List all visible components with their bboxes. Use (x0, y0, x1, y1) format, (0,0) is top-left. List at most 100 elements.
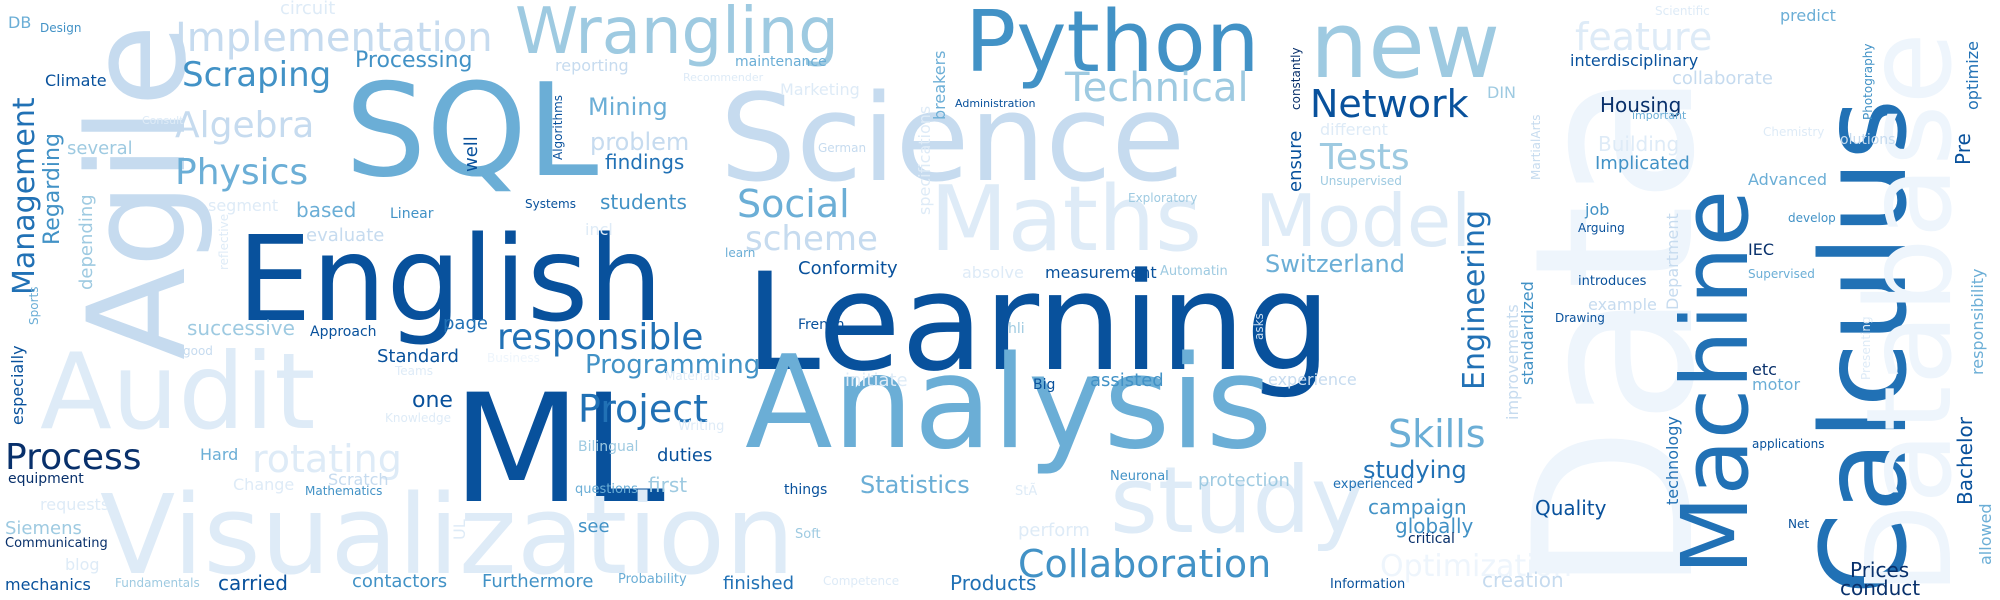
word: Mining (588, 93, 668, 121)
word: Exploratory (1128, 191, 1198, 205)
word: optimize (1963, 41, 1982, 110)
word: DB (8, 13, 32, 32)
word: Processing (355, 48, 473, 73)
word: Writing (678, 419, 725, 434)
word: UL (450, 519, 469, 540)
word: Switzerland (1265, 250, 1405, 278)
word: Management (7, 97, 42, 295)
word: Siemens (5, 518, 82, 539)
word: study (1110, 447, 1366, 554)
word: interdisciplinary (1570, 51, 1699, 70)
word: first (648, 473, 688, 497)
word: Social (737, 182, 850, 226)
word: Skills (1388, 412, 1486, 456)
word: studying (1363, 456, 1467, 484)
word: protection (1198, 470, 1290, 491)
word: Teams (395, 364, 433, 378)
word: Big (1033, 377, 1056, 393)
word: things (784, 482, 828, 498)
word: hli (1008, 321, 1025, 337)
word: motor (1752, 375, 1801, 394)
word: Algorithms (551, 94, 565, 160)
word: Housing (1600, 93, 1682, 117)
word: allowed (1976, 503, 1995, 565)
word: Analysis (745, 329, 1273, 478)
word: page (443, 313, 488, 334)
word: Marketing (780, 80, 860, 99)
word: Information (1330, 577, 1406, 592)
word: measurement (1045, 263, 1157, 282)
word: Competence (823, 574, 900, 588)
word: IEC (1748, 240, 1774, 259)
word: Engineering (1457, 210, 1492, 390)
word: Knowledge (385, 411, 451, 425)
word: Algebra (175, 105, 315, 146)
word: critical (1408, 531, 1455, 547)
word: rotating (252, 437, 402, 481)
word: ML (452, 363, 665, 537)
word: feature (1575, 15, 1713, 59)
word: MartialArts (1529, 114, 1543, 180)
word: introduces (1578, 274, 1647, 289)
word: contactors (352, 571, 448, 592)
word: different (1320, 120, 1388, 139)
word: Quality (1535, 496, 1607, 520)
word: reflective (217, 213, 231, 270)
word: important (1632, 109, 1687, 122)
word: Regarding (40, 133, 65, 245)
word: based (296, 198, 357, 222)
word: Supervised (1748, 267, 1815, 281)
word: absolve (962, 263, 1024, 282)
word: Programming (585, 350, 761, 380)
word: applications (1752, 437, 1825, 451)
word: experience (1268, 370, 1357, 389)
word: Standard (377, 346, 459, 367)
word: Optimization (1380, 549, 1572, 584)
word: responsibility (1968, 268, 1987, 375)
word: German (818, 141, 867, 155)
word: Soft (795, 527, 821, 542)
word: Hard (200, 445, 239, 464)
word: Mathematics (305, 484, 383, 498)
word: good (183, 344, 213, 358)
word: Advanced (1748, 170, 1828, 189)
word: SQL (345, 57, 599, 206)
word: Systems (525, 197, 576, 211)
word: collaborate (1672, 68, 1773, 89)
word: Approach (310, 324, 377, 340)
word: Wrangling (515, 0, 839, 69)
word: conduct (1840, 576, 1921, 600)
word: etc (1752, 360, 1777, 379)
word: initiate (845, 370, 908, 391)
word: Scientific (1655, 4, 1710, 18)
word: Physics (175, 152, 309, 193)
word: Photography (1861, 43, 1875, 120)
word: Technical (1065, 65, 1249, 111)
word: Neuronal (1110, 469, 1169, 484)
word: job (1585, 200, 1610, 219)
word: Administration (955, 97, 1036, 110)
word: see (578, 516, 610, 537)
word: campaign (1368, 495, 1467, 519)
word: new (1310, 0, 1501, 99)
word: Audit (40, 331, 316, 453)
word: technology (1663, 416, 1682, 505)
word: creation (1482, 568, 1564, 592)
word: StÃ (1015, 484, 1038, 499)
word: Business (487, 351, 540, 365)
word: problem (590, 128, 690, 156)
word: DIN (1487, 83, 1517, 102)
word: perform (1018, 520, 1090, 541)
word: olutions (1840, 132, 1896, 148)
word: Visualization (100, 471, 795, 599)
word: globally (1395, 514, 1474, 538)
word: requests (40, 495, 110, 514)
word: improvements (1503, 304, 1522, 420)
word: several (67, 138, 133, 159)
word: carried (218, 571, 288, 595)
word: predict (1780, 6, 1836, 25)
word: Python (965, 0, 1260, 92)
word: Statistics (860, 471, 970, 499)
word: reporting (555, 56, 629, 75)
